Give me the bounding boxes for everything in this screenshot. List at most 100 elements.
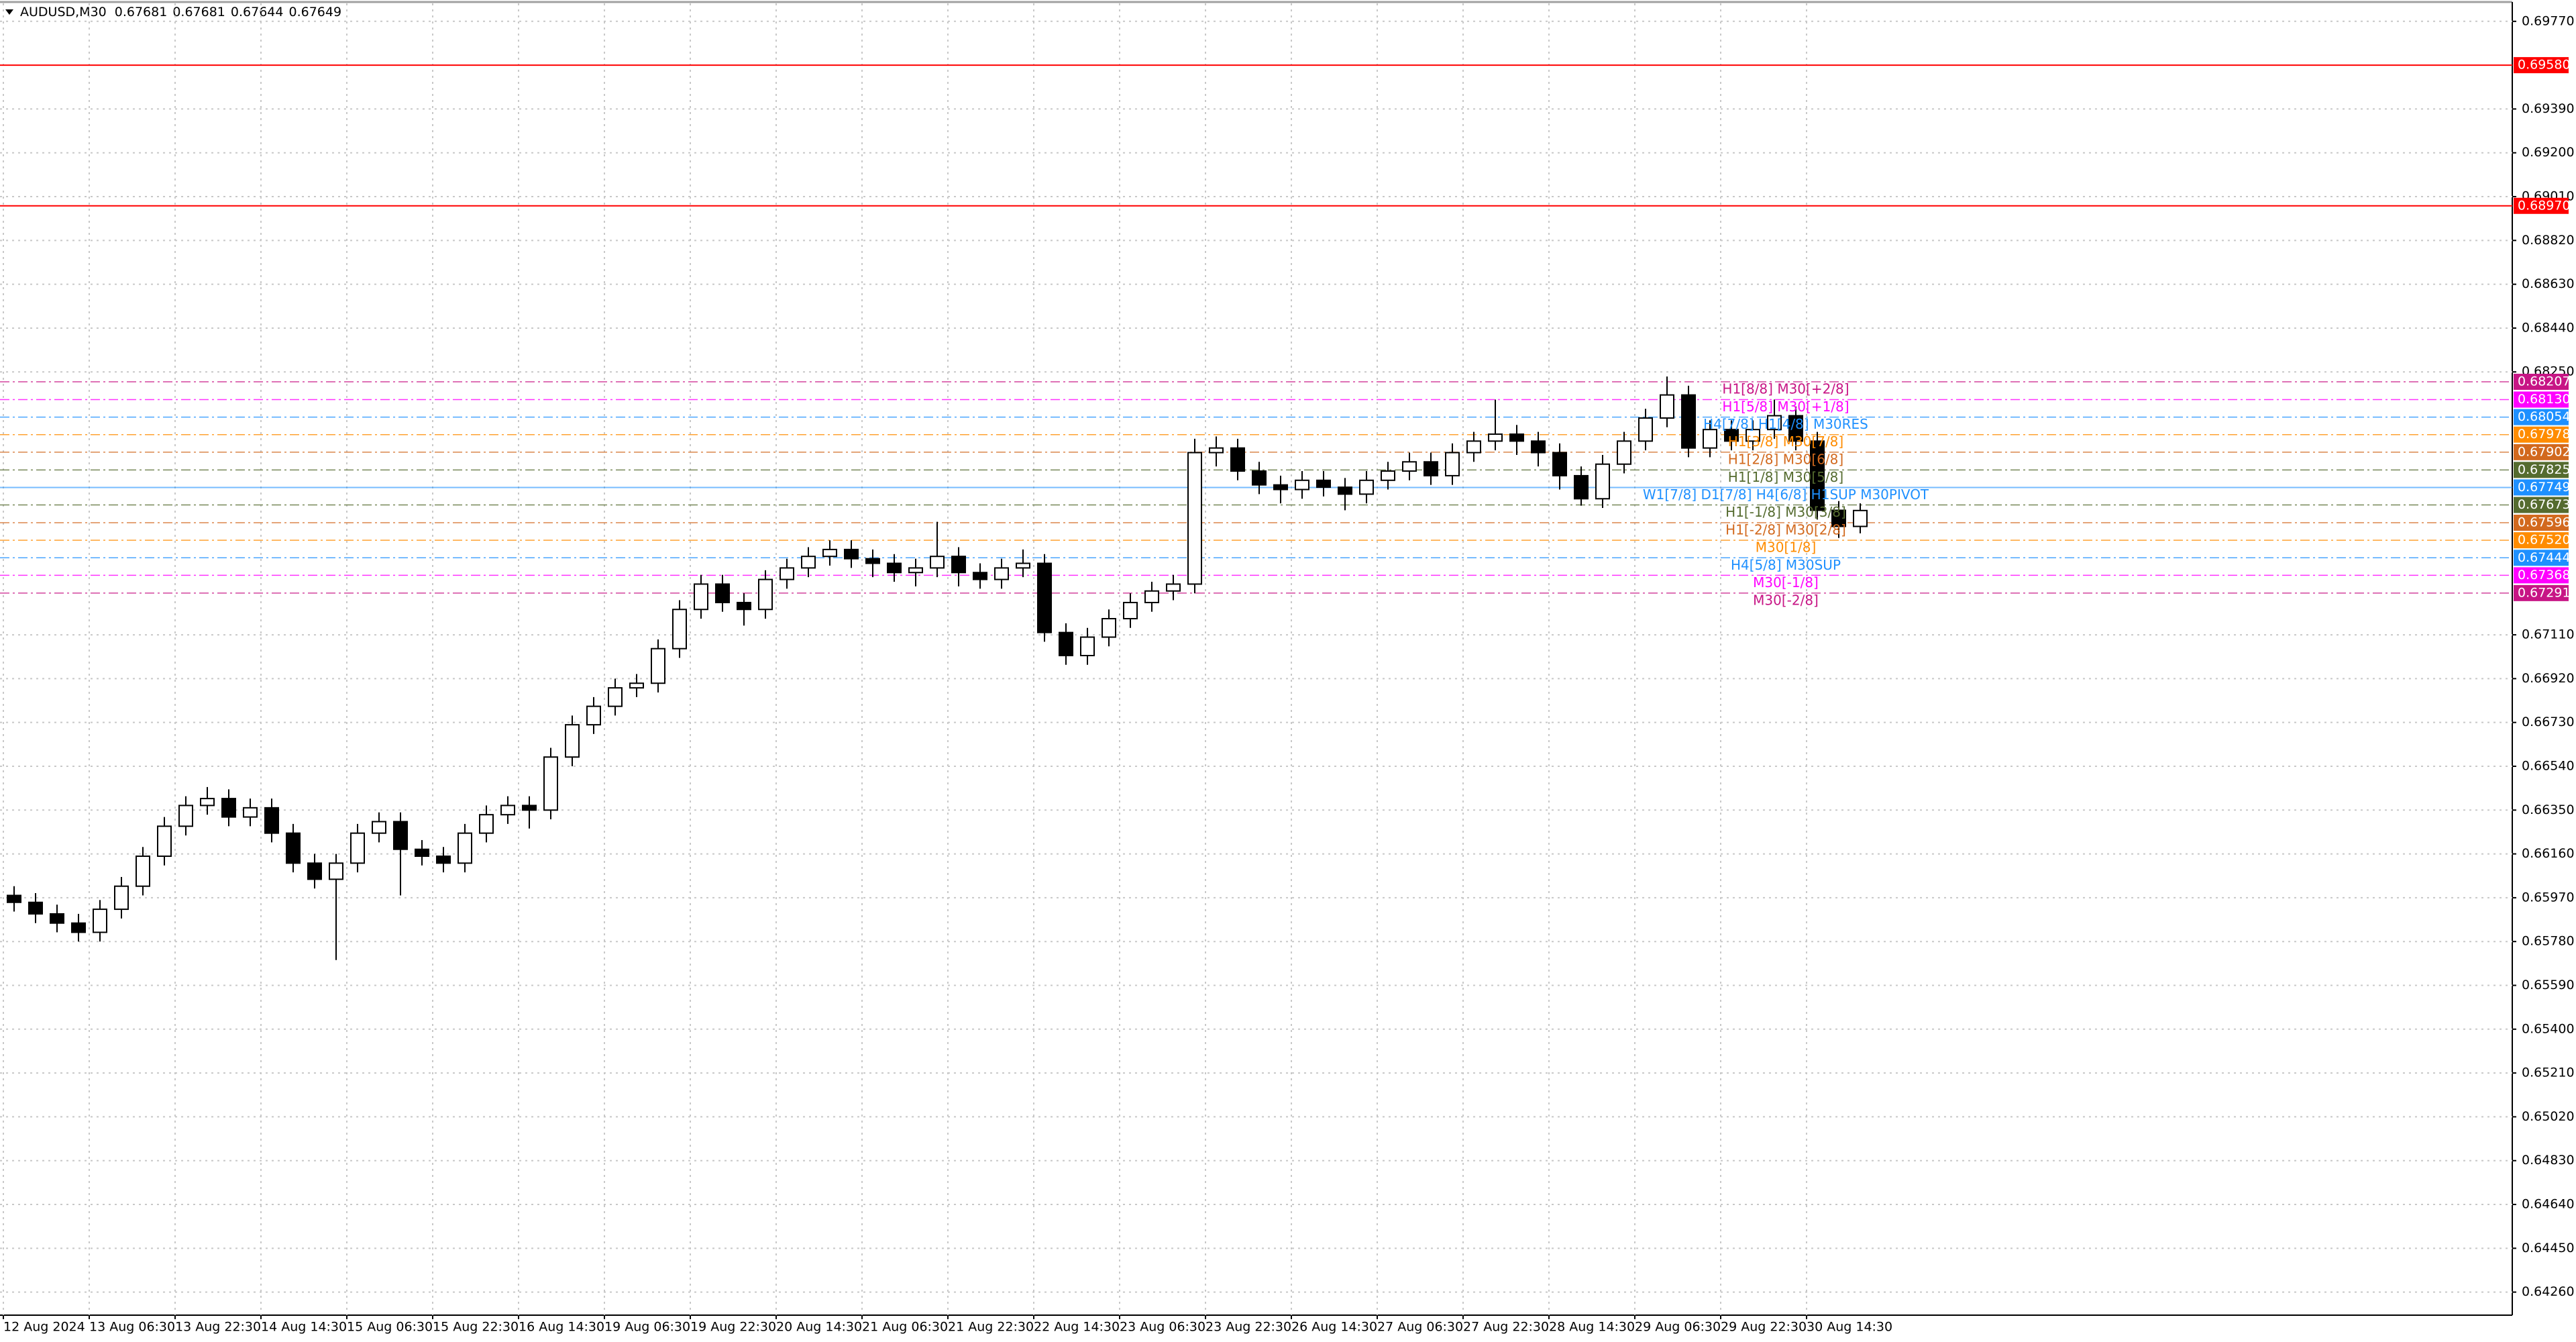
y-tick-label: 0.68440 <box>2522 320 2575 335</box>
y-tick-label: 0.66350 <box>2522 803 2575 817</box>
candle-body <box>865 558 880 564</box>
candle-body <box>1445 452 1460 476</box>
price-label-box <box>2514 374 2569 391</box>
price-label: 0.67902 <box>2518 444 2571 459</box>
candle-body <box>458 832 472 864</box>
candle-body <box>994 567 1009 580</box>
candle-body <box>1102 618 1116 638</box>
candle-body <box>500 805 515 816</box>
level-annotation: H1[5/8] M30[+1/8] <box>1722 399 1849 415</box>
y-tick-label: 0.68630 <box>2522 276 2575 291</box>
header-low: 0.67644 <box>231 5 284 19</box>
y-tick-label: 0.65400 <box>2522 1021 2575 1036</box>
candle-body <box>372 821 386 834</box>
price-label: 0.67444 <box>2518 550 2571 565</box>
candle-body <box>930 556 945 569</box>
candle-body <box>1831 509 1846 527</box>
candle-body <box>7 894 21 903</box>
candle-body <box>350 832 365 864</box>
candle-body <box>672 609 687 650</box>
candle-body <box>136 856 150 887</box>
x-tick-label: 29 Aug 06:30 <box>1635 1320 1721 1335</box>
candle-body <box>1016 562 1030 569</box>
y-tick-label: 0.65970 <box>2522 890 2575 905</box>
price-label: 0.67291 <box>2518 585 2571 600</box>
y-tick-label: 0.65780 <box>2522 934 2575 949</box>
level-annotation: M30[1/8] <box>1756 539 1817 556</box>
y-tick-label: 0.64830 <box>2522 1153 2575 1168</box>
candle-body <box>200 798 215 807</box>
candle-body <box>586 705 601 726</box>
candle-body <box>1509 433 1524 442</box>
x-tick-label: 21 Aug 22:30 <box>948 1320 1034 1335</box>
candle-body <box>543 756 558 811</box>
price-label: 0.68130 <box>2518 392 2571 407</box>
price-label: 0.67596 <box>2518 515 2571 530</box>
price-label: 0.68970 <box>2518 198 2571 213</box>
x-tick-label: 15 Aug 06:30 <box>347 1320 433 1335</box>
header-open: 0.67681 <box>115 5 168 19</box>
y-tick-label: 0.65020 <box>2522 1109 2575 1124</box>
candle-body <box>1381 470 1395 481</box>
candle-body <box>1853 509 1868 527</box>
x-tick-label: 27 Aug 22:30 <box>1463 1320 1549 1335</box>
level-annotation: W1[7/8] D1[7/8] H4[6/8] H1SUP M30PIVOT <box>1643 486 1929 503</box>
x-tick-label: 22 Aug 14:30 <box>1034 1320 1120 1335</box>
header-close: 0.67649 <box>288 5 341 19</box>
candle-body <box>329 862 343 880</box>
candle-body <box>1230 447 1245 472</box>
candle-body <box>1402 461 1417 472</box>
candle-body <box>651 648 665 684</box>
candle-body <box>1660 394 1674 419</box>
symbol: AUDUSD,M30 <box>20 5 107 19</box>
price-label-box <box>2514 197 2569 214</box>
price-label-box <box>2514 567 2569 584</box>
price-label-box <box>2514 532 2569 549</box>
level-annotation: H4[5/8] M30SUP <box>1731 557 1841 573</box>
candle-body <box>1767 415 1782 431</box>
candle-body <box>1681 394 1696 449</box>
candle-body <box>973 572 987 580</box>
candle-body <box>157 825 172 858</box>
candle-body <box>71 922 86 933</box>
candle-body <box>608 687 623 707</box>
candle-body <box>114 885 129 911</box>
x-tick-label: 23 Aug 06:30 <box>1120 1320 1205 1335</box>
level-annotation: H1[-2/8] M30[2/8] <box>1725 522 1846 538</box>
menu-arrow <box>5 9 13 15</box>
y-tick-label: 0.64450 <box>2522 1241 2575 1255</box>
price-label-box <box>2514 444 2569 460</box>
price-label-box <box>2514 426 2569 443</box>
y-tick-label: 0.69770 <box>2522 13 2575 28</box>
x-tick-label: 29 Aug 22:30 <box>1721 1320 1807 1335</box>
price-label: 0.68207 <box>2518 374 2571 389</box>
candle-body <box>1316 479 1331 488</box>
candle-body <box>780 567 794 580</box>
price-label-box <box>2514 584 2569 601</box>
level-annotation: H1[2/8] M30[6/8] <box>1728 451 1843 467</box>
price-label: 0.67978 <box>2518 427 2571 442</box>
x-tick-label: 14 Aug 14:30 <box>261 1320 347 1335</box>
candle-body <box>951 556 966 574</box>
x-tick-label: 16 Aug 14:30 <box>519 1320 604 1335</box>
price-label-box <box>2514 391 2569 408</box>
candle-body <box>1424 461 1438 476</box>
candle-body <box>1359 479 1374 495</box>
candle-body <box>1746 429 1760 442</box>
y-tick-label: 0.64640 <box>2522 1197 2575 1212</box>
candle-body <box>1338 486 1352 495</box>
candle-body <box>436 856 451 864</box>
candle-body <box>264 807 279 834</box>
candle-body <box>1252 470 1267 486</box>
x-tick-label: 19 Aug 22:30 <box>690 1320 776 1335</box>
price-label-box <box>2514 409 2569 425</box>
candle-body <box>908 567 923 574</box>
candle-body <box>1810 440 1825 511</box>
candle-body <box>1209 447 1224 454</box>
x-tick-label: 30 Aug 14:30 <box>1807 1320 1892 1335</box>
candle-body <box>479 814 494 834</box>
candle-body <box>1080 636 1095 657</box>
y-tick-label: 0.66160 <box>2522 846 2575 861</box>
